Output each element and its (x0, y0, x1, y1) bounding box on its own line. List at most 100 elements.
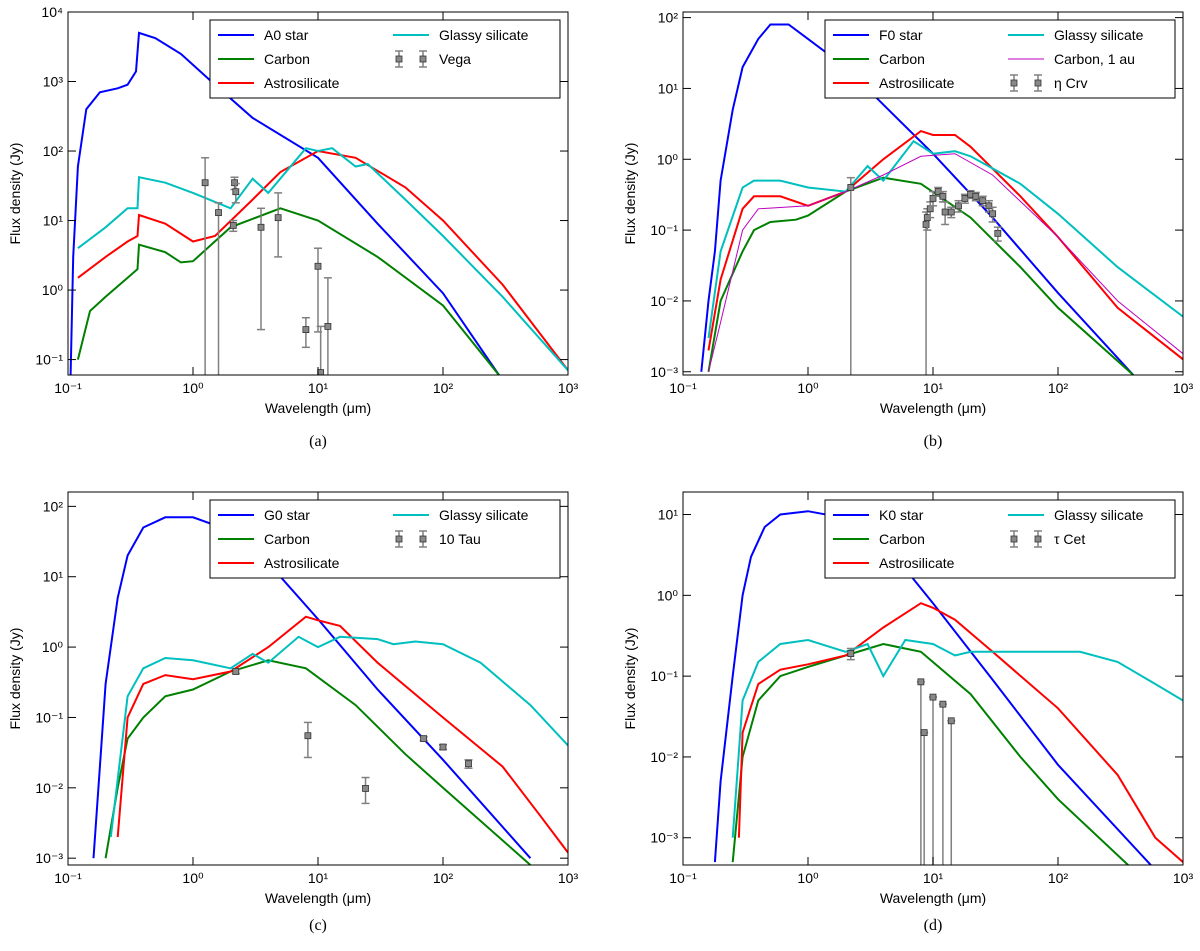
x-tick-label: 10² (1048, 380, 1069, 396)
legend-swatch (419, 535, 427, 543)
line (713, 510, 1153, 865)
y-tick-label: 10⁻² (35, 780, 63, 796)
point (215, 209, 222, 217)
y-tick-label: 10⁻² (650, 293, 678, 309)
point (201, 179, 209, 187)
frame (67, 491, 569, 866)
panel: 10⁻¹ 10⁰ 10¹ 10² 10³ 10⁻³ 10⁻² 10⁻¹ 10⁰ 10¹ Wavele… (622, 491, 1194, 934)
point (314, 262, 322, 270)
legend-swatch (1010, 535, 1018, 543)
legend-label: K0 star (879, 507, 924, 523)
y-tick-label: 10⁻³ (35, 850, 63, 866)
panel: 10⁻¹ 10⁰ 10¹ 10² 10³ 10⁻³ 10⁻² 10⁻¹ 10⁰ 10¹ 10² Wav… (622, 10, 1193, 450)
x-tick-label: 10³ (558, 870, 579, 886)
legend-box (824, 499, 1176, 579)
legend: K0 star Carbon Astrosilicate Glassy silicat… (824, 499, 1176, 579)
legend: G0 star Carbon Astrosilicate Glassy silicat… (209, 499, 561, 579)
x-tick-label: 10⁻¹ (669, 380, 697, 396)
y-tick-label: 10⁻² (650, 749, 678, 765)
legend-label: Glassy silicate (1054, 507, 1144, 523)
line (700, 23, 1135, 375)
point (917, 678, 925, 686)
x-tick-label: 10⁰ (182, 380, 204, 396)
x-tick-label: 10⁻¹ (669, 870, 697, 886)
y-axis-label: Flux density (Jy) (7, 628, 23, 730)
legend-label: η Crv (1054, 75, 1087, 91)
y-tick-label: 10⁻¹ (35, 352, 63, 368)
x-tick-label: 10² (433, 870, 454, 886)
x-tick-label: 10³ (558, 380, 579, 396)
y-tick-label: 10⁻¹ (35, 709, 63, 725)
legend-swatch (1010, 79, 1018, 87)
caption: (c) (309, 917, 327, 934)
legend-label: A0 star (264, 27, 309, 43)
x-tick-label: 10¹ (308, 380, 329, 396)
y-tick-label: 10¹ (658, 507, 679, 523)
point (926, 205, 934, 213)
x-axis-label: Wavelength (μm) (265, 400, 371, 416)
y-tick-label: 10⁻¹ (650, 668, 678, 684)
legend-label: Vega (439, 51, 471, 67)
point (941, 208, 949, 216)
point (847, 184, 855, 191)
legend-label: Carbon (264, 51, 310, 67)
x-tick-label: 10¹ (308, 870, 329, 886)
x-axis-label: Wavelength (μm) (880, 890, 986, 906)
caption: (b) (924, 433, 943, 450)
x-tick-label: 10⁻¹ (54, 380, 82, 396)
line (77, 147, 568, 371)
point (972, 192, 980, 200)
y-tick-label: 10⁰ (42, 282, 64, 298)
legend-box (209, 19, 561, 99)
legend: A0 star Carbon Astrosilicate Glassy silicat… (209, 19, 561, 99)
point (232, 188, 240, 196)
point (324, 323, 332, 330)
x-tick-label: 10³ (1173, 870, 1194, 886)
y-axis-label: Flux density (Jy) (622, 143, 638, 245)
point (989, 210, 997, 218)
point (304, 732, 312, 740)
y-tick-label: 10⁻³ (650, 830, 678, 846)
y-tick-label: 10² (43, 498, 64, 514)
point (439, 743, 447, 751)
y-tick-label: 10¹ (658, 80, 679, 96)
x-tick-label: 10⁰ (797, 380, 819, 396)
y-tick-label: 10¹ (43, 569, 64, 585)
line (707, 139, 1183, 339)
legend-label: Astrosilicate (879, 75, 955, 91)
legend-label: Astrosilicate (264, 555, 340, 571)
legend-box (824, 19, 1176, 99)
point (232, 668, 240, 675)
point (994, 229, 1002, 237)
legend-label: τ Cet (1054, 531, 1085, 547)
legend-label: Carbon (879, 51, 925, 67)
y-tick-label: 10⁰ (657, 151, 679, 167)
point (947, 208, 955, 216)
legend-label: Astrosilicate (264, 75, 340, 91)
legend-label: Glassy silicate (439, 507, 529, 523)
legend-label: Glassy silicate (439, 27, 529, 43)
plot-area (92, 516, 568, 865)
point (979, 197, 987, 205)
point (922, 221, 930, 228)
legend-label: Carbon, 1 au (1054, 51, 1135, 67)
x-axis-label: Wavelength (μm) (265, 890, 371, 906)
line (731, 642, 1130, 865)
legend-label: Carbon (879, 531, 925, 547)
line (707, 176, 1134, 375)
legend-swatch (419, 55, 427, 63)
y-tick-label: 10⁴ (41, 4, 63, 20)
point (274, 214, 282, 222)
legend: F0 star Carbon Astrosilicate Glassy silicat… (824, 19, 1176, 99)
legend-swatch (395, 535, 403, 543)
x-tick-label: 10⁻¹ (54, 870, 82, 886)
point (229, 222, 237, 229)
legend-swatch (395, 55, 403, 63)
y-tick-label: 10³ (43, 74, 64, 90)
point (955, 202, 962, 210)
y-tick-label: 10⁰ (42, 639, 64, 655)
legend-label: 10 Tau (439, 531, 481, 547)
x-tick-label: 10¹ (923, 870, 944, 886)
line (69, 31, 500, 375)
